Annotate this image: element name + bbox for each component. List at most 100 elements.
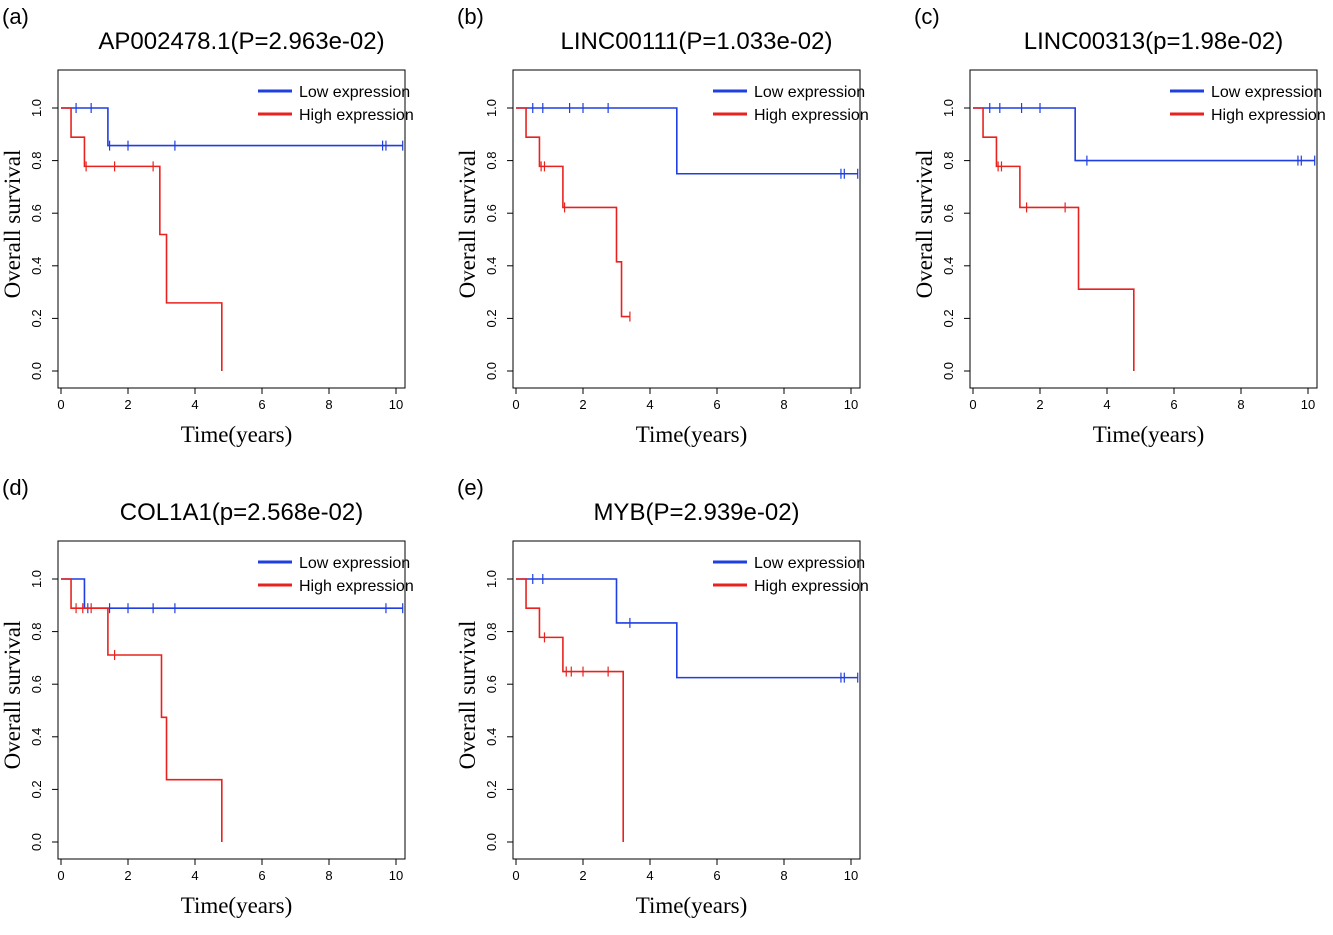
y-tick-label: 1.0 bbox=[484, 570, 499, 588]
legend-label: High expression bbox=[1211, 107, 1326, 124]
low-expression-curve bbox=[61, 578, 403, 609]
panel-label: (e) bbox=[457, 475, 484, 500]
y-axis-label: Overall survival bbox=[0, 150, 25, 299]
x-tick-label: 10 bbox=[389, 397, 403, 412]
low-expression-curve bbox=[973, 107, 1315, 162]
x-tick-label: 2 bbox=[124, 397, 131, 412]
panel-label: (d) bbox=[2, 475, 29, 500]
chart-title: MYB(P=2.939e-02) bbox=[593, 499, 799, 526]
high-expression-curve bbox=[973, 107, 1135, 371]
x-tick-label: 2 bbox=[579, 868, 586, 883]
y-tick-label: 0.8 bbox=[29, 623, 44, 641]
x-tick-label: 8 bbox=[780, 397, 787, 412]
high-expression-curve bbox=[61, 578, 223, 842]
y-tick-label: 0.4 bbox=[941, 257, 956, 275]
x-tick-label: 2 bbox=[1036, 397, 1043, 412]
legend-label: Low expression bbox=[299, 84, 410, 101]
low-expression-curve bbox=[61, 107, 403, 147]
y-tick-label: 0.2 bbox=[484, 309, 499, 327]
x-axis-label: Time(years) bbox=[636, 422, 748, 447]
y-tick-label: 1.0 bbox=[29, 570, 44, 588]
y-tick-label: 0.6 bbox=[29, 675, 44, 693]
y-tick-label: 1.0 bbox=[484, 99, 499, 117]
x-axis-label: Time(years) bbox=[181, 893, 293, 918]
y-tick-label: 0.0 bbox=[941, 362, 956, 380]
x-tick-label: 10 bbox=[844, 397, 858, 412]
y-axis-label: Overall survival bbox=[455, 150, 480, 299]
legend-label: Low expression bbox=[754, 555, 865, 572]
low-expression-curve bbox=[516, 578, 858, 679]
x-tick-label: 6 bbox=[258, 397, 265, 412]
y-tick-label: 0.8 bbox=[484, 623, 499, 641]
x-tick-label: 8 bbox=[1237, 397, 1244, 412]
x-tick-label: 10 bbox=[389, 868, 403, 883]
y-tick-label: 0.6 bbox=[29, 204, 44, 222]
x-tick-label: 2 bbox=[124, 868, 131, 883]
km-panel-c: (c) LINC00313(p=1.98e-02) 0 2 4 6 8 10 0.0 0.2 0.4… bbox=[912, 0, 1333, 460]
x-tick-label: 6 bbox=[713, 397, 720, 412]
y-axis-label: Overall survival bbox=[912, 150, 937, 299]
y-tick-label: 0.0 bbox=[29, 833, 44, 851]
high-expression-curve bbox=[516, 107, 630, 318]
y-tick-label: 0.8 bbox=[484, 152, 499, 170]
y-tick-label: 0.6 bbox=[941, 204, 956, 222]
km-plot-svg: (a) AP002478.1(P=2.963e-02) 0 2 4 6 8 10 0.0 0.2 0… bbox=[0, 4, 414, 447]
legend-label: High expression bbox=[754, 107, 869, 124]
x-tick-label: 6 bbox=[258, 868, 265, 883]
x-tick-label: 0 bbox=[57, 397, 64, 412]
y-tick-label: 0.2 bbox=[484, 780, 499, 798]
y-tick-label: 0.6 bbox=[484, 204, 499, 222]
high-expression-curve bbox=[61, 107, 223, 371]
x-tick-label: 0 bbox=[512, 868, 519, 883]
high-expression-curve bbox=[516, 578, 624, 842]
y-tick-label: 0.8 bbox=[29, 152, 44, 170]
panel-label: (b) bbox=[457, 4, 484, 29]
km-plot-svg: (c) LINC00313(p=1.98e-02) 0 2 4 6 8 10 0.0 0.2 0.4… bbox=[912, 4, 1326, 447]
legend-label: Low expression bbox=[1211, 84, 1322, 101]
x-axis-label: Time(years) bbox=[181, 422, 293, 447]
y-tick-label: 0.4 bbox=[484, 728, 499, 746]
km-plot-svg: (b) LINC00111(P=1.033e-02) 0 2 4 6 8 10 0.0 0.2 0.… bbox=[455, 4, 869, 447]
chart-title: LINC00313(p=1.98e-02) bbox=[1024, 28, 1284, 55]
x-axis-label: Time(years) bbox=[1093, 422, 1205, 447]
km-panel-d: (d) COL1A1(p=2.568e-02) 0 2 4 6 8 10 0.0 0.2 0.4 0.… bbox=[0, 471, 460, 931]
y-tick-label: 1.0 bbox=[941, 99, 956, 117]
km-panel-b: (b) LINC00111(P=1.033e-02) 0 2 4 6 8 10 0.0 0.2 0.… bbox=[455, 0, 915, 460]
y-tick-label: 0.4 bbox=[29, 257, 44, 275]
x-tick-label: 4 bbox=[646, 397, 653, 412]
x-tick-label: 10 bbox=[844, 868, 858, 883]
y-tick-label: 0.6 bbox=[484, 675, 499, 693]
chart-title: COL1A1(p=2.568e-02) bbox=[120, 499, 364, 526]
chart-title: AP002478.1(P=2.963e-02) bbox=[98, 28, 384, 55]
km-panel-a: (a) AP002478.1(P=2.963e-02) 0 2 4 6 8 10 0.0 0.2 0… bbox=[0, 0, 460, 460]
y-tick-label: 1.0 bbox=[29, 99, 44, 117]
y-tick-label: 0.2 bbox=[941, 309, 956, 327]
x-tick-label: 0 bbox=[969, 397, 976, 412]
x-tick-label: 8 bbox=[780, 868, 787, 883]
x-tick-label: 4 bbox=[646, 868, 653, 883]
x-tick-label: 6 bbox=[1170, 397, 1177, 412]
km-plot-svg: (e) MYB(P=2.939e-02) 0 2 4 6 8 10 0.0 0.2 0.4 0.6 0.… bbox=[455, 475, 869, 918]
x-tick-label: 0 bbox=[57, 868, 64, 883]
y-axis-label: Overall survival bbox=[455, 621, 480, 770]
panel-label: (a) bbox=[2, 4, 29, 29]
legend-label: High expression bbox=[754, 578, 869, 595]
legend-label: Low expression bbox=[299, 555, 410, 572]
x-tick-label: 4 bbox=[191, 868, 198, 883]
x-tick-label: 8 bbox=[325, 397, 332, 412]
x-tick-label: 2 bbox=[579, 397, 586, 412]
low-expression-curve bbox=[516, 107, 858, 175]
y-tick-label: 0.0 bbox=[484, 362, 499, 380]
y-tick-label: 0.2 bbox=[29, 780, 44, 798]
panel-label: (c) bbox=[914, 4, 940, 29]
y-tick-label: 0.4 bbox=[29, 728, 44, 746]
y-tick-label: 0.4 bbox=[484, 257, 499, 275]
km-plot-svg: (d) COL1A1(p=2.568e-02) 0 2 4 6 8 10 0.0 0.2 0.4 0.… bbox=[0, 475, 414, 918]
legend-label: High expression bbox=[299, 578, 414, 595]
y-axis-label: Overall survival bbox=[0, 621, 25, 770]
y-tick-label: 0.8 bbox=[941, 152, 956, 170]
x-tick-label: 4 bbox=[1103, 397, 1110, 412]
y-tick-label: 0.0 bbox=[29, 362, 44, 380]
x-tick-label: 8 bbox=[325, 868, 332, 883]
x-tick-label: 6 bbox=[713, 868, 720, 883]
